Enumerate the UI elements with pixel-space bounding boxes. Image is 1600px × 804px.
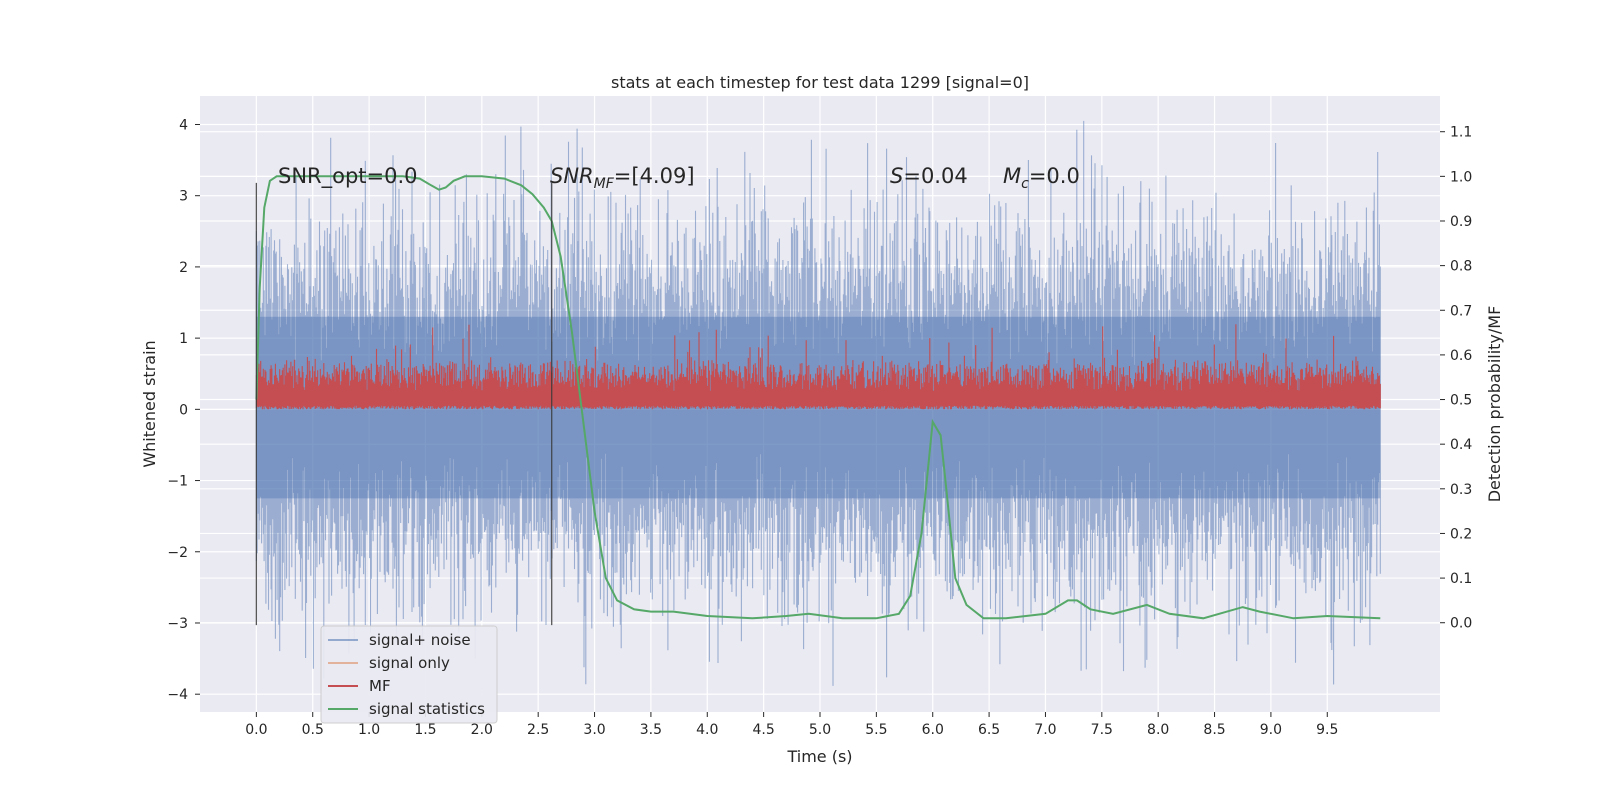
x-tick-label: 1.5 (414, 722, 436, 738)
legend-label-mf: MF (369, 677, 391, 695)
x-tick-label: 0.0 (245, 722, 267, 738)
y-right-tick-label: 1.0 (1450, 169, 1472, 185)
x-tick-label: 6.0 (922, 722, 944, 738)
x-tick-label: 0.5 (302, 722, 324, 738)
x-tick-label: 7.0 (1034, 722, 1056, 738)
y-right-tick-label: 0.7 (1450, 303, 1472, 319)
data-layer (255, 120, 1381, 686)
x-tick-label: 7.5 (1091, 722, 1113, 738)
y-right-tick-label: 0.2 (1450, 526, 1472, 542)
x-axis-label: Time (s) (786, 747, 852, 766)
legend-label-signal-noise: signal+ noise (369, 631, 471, 649)
x-tick-label: 8.0 (1147, 722, 1169, 738)
y-right-tick-label: 0.0 (1450, 616, 1472, 632)
y-tick-label: 4 (179, 117, 188, 133)
y-right-tick-label: 0.5 (1450, 393, 1472, 409)
y-axis-label: Whitened strain (140, 340, 159, 467)
y-right-tick-label: 0.3 (1450, 482, 1472, 498)
x-tick-label: 3.5 (640, 722, 662, 738)
x-tick-label: 9.0 (1260, 722, 1282, 738)
x-tick-label: 2.5 (527, 722, 549, 738)
y-right-tick-label: 0.8 (1450, 259, 1472, 275)
y-tick-label: −3 (167, 616, 188, 632)
annotation-mc: Mc=0.0 (1003, 164, 1080, 192)
series-signal-statistics (255, 175, 1381, 620)
x-tick-label: 8.5 (1203, 722, 1225, 738)
y-right-tick-label: 0.6 (1450, 348, 1472, 364)
y-tick-label: −4 (167, 687, 188, 703)
y-tick-label: 1 (179, 331, 188, 347)
annotation-s: S=0.04 (890, 164, 968, 188)
y-right-tick-label: 0.1 (1450, 571, 1472, 587)
marker-lines (255, 182, 553, 626)
x-tick-label: 6.5 (978, 722, 1000, 738)
legend-label-signal-only: signal only (369, 654, 450, 672)
y-right-tick-label: 0.4 (1450, 437, 1472, 453)
annotations: SNR_opt=0.0 SNRMF=[4.09] S=0.04 Mc=0.0 (278, 164, 1080, 192)
x-tick-label: 2.0 (471, 722, 493, 738)
legend-label-signal-statistics: signal statistics (369, 700, 485, 718)
annotation-snr-opt: SNR_opt=0.0 (278, 164, 418, 189)
legend: signal+ noise signal only MF signal stat… (320, 625, 498, 724)
y-right-tick-label: 1.1 (1450, 125, 1472, 141)
y-right-tick-label: 0.9 (1450, 214, 1472, 230)
x-tick-label: 5.0 (809, 722, 831, 738)
x-tick-label: 4.0 (696, 722, 718, 738)
y-tick-label: −2 (167, 545, 188, 561)
statistics-layer (255, 175, 1381, 620)
y-axis-right-label: Detection probability/MF (1485, 306, 1504, 503)
y-tick-label: 3 (179, 189, 188, 205)
chart-title: stats at each timestep for test data 129… (611, 73, 1029, 92)
x-tick-label: 9.5 (1316, 722, 1338, 738)
x-tick-label: 5.5 (865, 722, 887, 738)
y-tick-label: 0 (179, 402, 188, 418)
x-tick-label: 1.0 (358, 722, 380, 738)
series-signal-noise-core (256, 316, 1381, 499)
x-tick-label: 4.5 (753, 722, 775, 738)
legend-box (320, 625, 498, 724)
y-tick-label: −1 (167, 474, 188, 490)
x-tick-label: 3.0 (583, 722, 605, 738)
tick-labels: 0.0 0.5 1.0 1.5 2.0 2.5 3.0 3.5 4.0 4.5 5.0 5.5 6.0 6… (167, 117, 1472, 738)
y-tick-label: 2 (179, 260, 188, 276)
annotation-snr-mf: SNRMF=[4.09] (550, 164, 695, 192)
